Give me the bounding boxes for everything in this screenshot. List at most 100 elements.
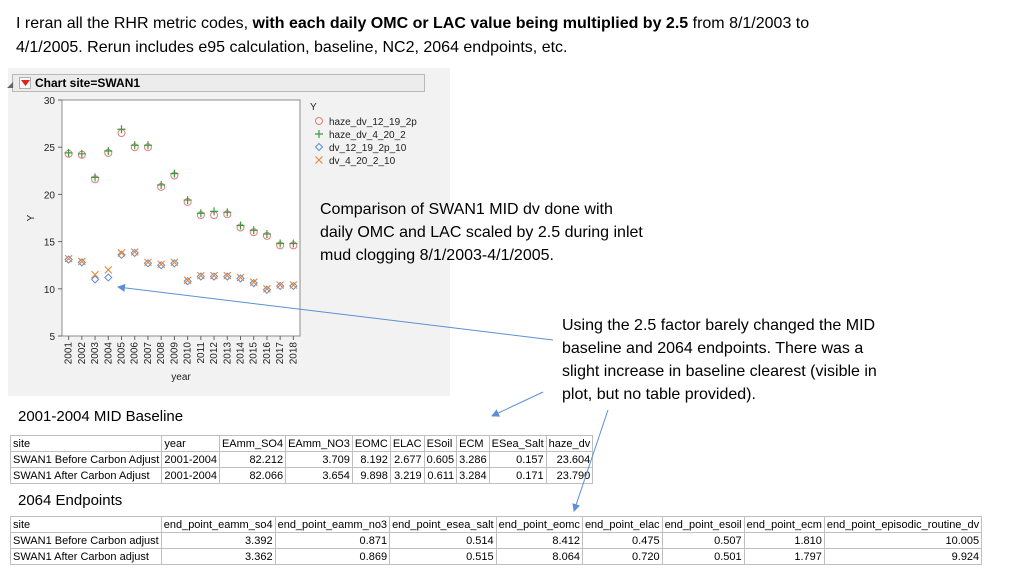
table-header-row: site year EAmm_SO4 EAmm_NO3 EOMC ELAC ESoil ECM… — [9, 435, 594, 452]
table-cell: 2001-2004 — [161, 467, 220, 484]
x-tick-label: 2011 — [196, 342, 207, 364]
table-cell: 23.790 — [545, 467, 594, 484]
data-point-dv_12_19_2p_10 — [209, 272, 219, 281]
data-point-haze_dv_4_20_2 — [143, 141, 152, 150]
x-tick-label: 2008 — [156, 342, 167, 365]
table-cell: 0.157 — [488, 451, 547, 468]
table-cell: 3.284 — [456, 467, 490, 484]
x-tick-label: 2009 — [169, 342, 180, 365]
table-cell: 3.392 — [160, 532, 276, 549]
table-row: SWAN1 Before Carbon adjust 3.392 0.871 0.51… — [10, 532, 983, 549]
legend-marker — [315, 117, 323, 125]
column-header: ESea_Salt — [488, 435, 547, 452]
table-cell: 3.286 — [456, 451, 490, 468]
legend-marker — [314, 142, 324, 152]
legend-entry: dv_12_19_2p_10 — [329, 143, 407, 154]
data-point-dv_12_19_2p_10 — [90, 275, 100, 284]
plot-area — [61, 99, 301, 337]
data-point-dv_4_20_2_10 — [130, 248, 139, 256]
x-tick-label: 2018 — [288, 342, 299, 365]
endpoints-title: 2064 Endpoints — [18, 492, 123, 509]
data-point-dv_4_20_2_10 — [236, 273, 245, 282]
y-tick-label: 10 — [44, 285, 56, 296]
column-header: EOMC — [351, 435, 391, 452]
data-point-haze_dv_4_20_2 — [249, 226, 258, 235]
legend-entry: haze_dv_4_20_2 — [329, 130, 406, 141]
x-tick-label: 2004 — [103, 342, 114, 365]
column-header: haze_dv — [545, 435, 594, 452]
data-point-dv_12_19_2p_10 — [143, 259, 153, 268]
table-cell: 0.605 — [423, 451, 458, 468]
x-tick-label: 2017 — [275, 342, 286, 365]
table-cell: SWAN1 After Carbon adjust — [10, 548, 162, 565]
table-header-row: site end_point_eamm_so4 end_point_eamm_no3… — [10, 516, 983, 533]
table-row: SWAN1 After Carbon Adjust 2001-2004 82.066… — [9, 467, 594, 484]
data-point-haze_dv_4_20_2 — [157, 180, 166, 189]
x-axis-label: year — [171, 372, 191, 383]
y-tick-label: 30 — [44, 96, 56, 107]
data-point-haze_dv_4_20_2 — [262, 230, 271, 239]
intro-bold: with each daily OMC or LAC value being m… — [252, 15, 689, 32]
baseline-table: site year EAmm_SO4 EAmm_NO3 EOMC ELAC ESoil ECM… — [9, 435, 594, 484]
x-tick-label: 2012 — [209, 342, 220, 365]
data-point-haze_dv_4_20_2 — [236, 221, 245, 230]
data-point-haze_dv_4_20_2 — [289, 239, 298, 248]
note-comparison: Comparison of SWAN1 MID dv done with dai… — [320, 201, 643, 264]
data-point-dv_4_20_2_10 — [223, 271, 232, 280]
column-header: end_point_eamm_no3 — [274, 516, 391, 533]
x-tick-label: 2013 — [222, 342, 233, 365]
data-point-haze_dv_4_20_2 — [276, 239, 285, 248]
x-tick-label: 2014 — [236, 342, 247, 365]
column-header: year — [161, 435, 220, 452]
table-cell: 82.212 — [218, 451, 287, 468]
data-point-dv_4_20_2_10 — [144, 258, 152, 267]
x-tick-label: 2005 — [117, 342, 128, 365]
column-header: ESoil — [423, 435, 458, 452]
column-header: end_point_esoil — [661, 516, 745, 533]
legend-entry: dv_4_20_2_10 — [329, 156, 396, 167]
column-header: end_point_eamm_so4 — [160, 516, 276, 533]
table-cell: 2.677 — [389, 451, 425, 468]
data-point-dv_4_20_2_10 — [196, 271, 205, 280]
data-point-haze_dv_4_20_2 — [170, 169, 179, 178]
data-point-dv_12_19_2p_10 — [117, 250, 126, 260]
data-point-dv_12_19_2p_10 — [77, 258, 87, 267]
column-header: end_point_eomc — [495, 516, 583, 533]
y-axis-label: Y — [26, 214, 37, 221]
column-header: site — [9, 435, 163, 452]
table-cell: 0.611 — [423, 467, 458, 484]
table-cell: 8.412 — [495, 532, 583, 549]
y-tick-label: 5 — [49, 332, 55, 343]
data-point-dv_4_20_2_10 — [170, 258, 179, 267]
x-tick-label: 2007 — [143, 342, 154, 365]
legend-marker — [315, 156, 323, 164]
table-cell: 82.066 — [218, 467, 287, 484]
data-point-haze_dv_4_20_2 — [223, 208, 232, 217]
data-point-haze_dv_4_20_2 — [130, 141, 139, 150]
collapse-icon[interactable]: ◢ — [7, 80, 14, 89]
column-header: EAmm_NO3 — [285, 435, 353, 452]
table-cell: SWAN1 Before Carbon adjust — [10, 532, 162, 549]
data-point-dv_4_20_2_10 — [183, 276, 192, 285]
red-triangle-menu-icon[interactable] — [19, 77, 31, 89]
column-header: ECM — [456, 435, 490, 452]
x-tick-label: 2006 — [130, 342, 141, 365]
data-point-dv_12_19_2p_10 — [130, 248, 139, 258]
table-cell: 0.171 — [488, 467, 547, 484]
data-point-dv_4_20_2_10 — [249, 278, 258, 287]
data-point-haze_dv_4_20_2 — [117, 125, 126, 134]
data-point-dv_12_19_2p_10 — [104, 273, 113, 282]
data-point-dv_4_20_2_10 — [117, 249, 126, 257]
note-factor: Using the 2.5 factor barely changed the … — [562, 317, 877, 403]
table-cell: 0.871 — [274, 532, 391, 549]
data-point-dv_12_19_2p_10 — [64, 255, 73, 264]
table-cell: 1.810 — [743, 532, 825, 549]
baseline-title: 2001-2004 MID Baseline — [18, 408, 184, 425]
data-point-dv_12_19_2p_10 — [183, 277, 192, 286]
table-cell: 9.924 — [823, 548, 983, 565]
column-header: end_point_ecm — [743, 516, 825, 533]
column-header: site — [10, 516, 162, 533]
table-cell: 3.654 — [285, 467, 353, 484]
y-tick-label: 25 — [44, 143, 56, 154]
endpoints-table: site end_point_eamm_so4 end_point_eamm_no3… — [10, 516, 983, 565]
